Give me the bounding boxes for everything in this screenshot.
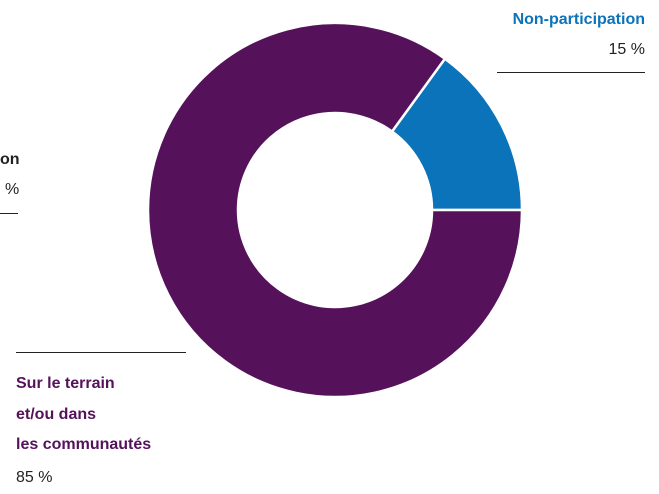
cropped-label: % (5, 181, 20, 198)
label-rule (0, 213, 18, 214)
slice-label: Non-participation (512, 11, 645, 28)
donut-slice (146, 21, 524, 399)
label-rule (16, 352, 186, 353)
slice-value-label: 85 % (16, 469, 53, 486)
cropped-label: on (0, 151, 20, 168)
slice-value-label: 15 % (608, 41, 645, 58)
label-rule (497, 72, 645, 73)
slice-label: Sur le terrain et/ou dans les communauté… (16, 375, 152, 453)
